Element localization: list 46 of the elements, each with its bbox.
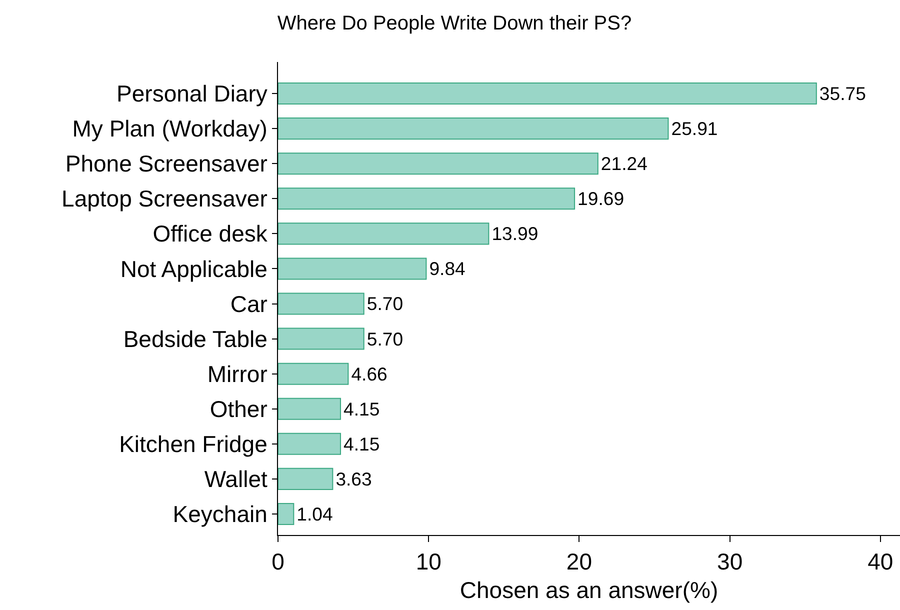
x-tick-label: 30 bbox=[717, 548, 743, 575]
bar bbox=[278, 152, 598, 175]
data-label: 9.84 bbox=[429, 258, 466, 280]
x-tick-label: 0 bbox=[272, 548, 284, 575]
data-label: 4.15 bbox=[344, 398, 380, 420]
data-label: 21.24 bbox=[600, 153, 648, 174]
y-tick-label: Wallet bbox=[204, 466, 268, 492]
x-tick-label: 10 bbox=[416, 548, 442, 575]
data-label: 1.04 bbox=[296, 503, 333, 524]
y-tick-label: Phone Screensaver bbox=[65, 150, 268, 177]
bar bbox=[278, 118, 669, 140]
bar bbox=[278, 362, 349, 385]
data-label: 5.70 bbox=[366, 293, 404, 314]
data-label: 4.15 bbox=[344, 433, 380, 454]
bar bbox=[278, 328, 364, 350]
bar bbox=[278, 502, 294, 525]
bar bbox=[278, 292, 364, 315]
y-tick-label: Office desk bbox=[152, 220, 268, 247]
bar bbox=[278, 432, 341, 455]
chart-title: Where Do People Write Down their PS? bbox=[277, 12, 632, 34]
data-label: 25.91 bbox=[671, 118, 718, 140]
bar bbox=[278, 82, 817, 105]
y-tick-label: Personal Diary bbox=[116, 80, 268, 107]
data-label: 5.70 bbox=[366, 328, 404, 350]
data-label: 19.69 bbox=[578, 188, 624, 210]
x-tick-label: 40 bbox=[868, 548, 894, 575]
bar bbox=[278, 222, 490, 245]
x-axis-title: Chosen as an answer(%) bbox=[460, 577, 718, 604]
data-label: 35.75 bbox=[819, 83, 866, 104]
y-tick-label: Bedside Table bbox=[123, 326, 268, 352]
bar bbox=[278, 258, 427, 280]
x-tick-label: 20 bbox=[566, 548, 592, 575]
bar bbox=[278, 398, 341, 420]
y-tick-label: Other bbox=[210, 396, 268, 422]
bar bbox=[278, 468, 334, 490]
y-tick-label: Mirror bbox=[207, 360, 268, 387]
bar bbox=[278, 188, 576, 210]
y-tick-label: Not Applicable bbox=[120, 256, 268, 282]
y-tick-label: Car bbox=[230, 290, 268, 317]
y-tick-label: Laptop Screensaver bbox=[62, 186, 268, 212]
data-label: 4.66 bbox=[351, 363, 388, 384]
y-tick-label: My Plan (Workday) bbox=[72, 116, 268, 142]
y-tick-label: Kitchen Fridge bbox=[119, 430, 268, 457]
data-label: 13.99 bbox=[492, 223, 538, 244]
data-label: 3.63 bbox=[336, 468, 372, 490]
y-tick-label: Keychain bbox=[172, 501, 268, 528]
